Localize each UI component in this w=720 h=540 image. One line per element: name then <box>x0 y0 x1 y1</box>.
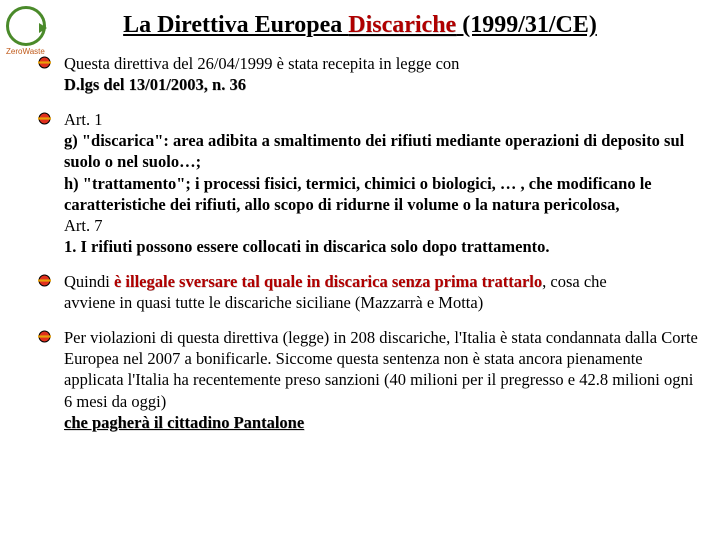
item3-tail1: , cosa che <box>542 272 607 291</box>
title-suffix: (1999/31/CE) <box>456 12 597 38</box>
item4-p2: che pagherà il cittadino Pantalone <box>64 413 304 432</box>
bullet-icon <box>38 330 51 343</box>
bullet-icon <box>38 112 51 125</box>
item1-line1: Questa direttiva del 26/04/1999 è stata … <box>64 54 459 73</box>
item3-tail2: avviene in quasi tutte le discariche sic… <box>64 293 483 312</box>
title-prefix: La Direttiva Europea <box>123 12 348 38</box>
bullet-item-3: Quindi è illegale sversare tal quale in … <box>64 271 700 313</box>
content-area: Questa direttiva del 26/04/1999 è stata … <box>0 39 720 433</box>
item3-lead: Quindi <box>64 272 114 291</box>
logo-label: ZeroWaste <box>6 47 54 56</box>
item4-p1: Per violazioni di questa direttiva (legg… <box>64 328 698 410</box>
logo: ZeroWaste <box>6 6 54 54</box>
item3-illegal: è illegale sversare tal quale in discari… <box>114 272 542 291</box>
item2-art1: Art. 1 <box>64 110 103 129</box>
item2-g: g) "discarica": area adibita a smaltimen… <box>64 131 684 171</box>
item1-dlgs: D.lgs del 13/01/2003, n. 36 <box>64 75 246 94</box>
title-highlight: Discariche <box>348 12 456 38</box>
bullet-item-1: Questa direttiva del 26/04/1999 è stata … <box>64 53 700 95</box>
bullet-item-2: Art. 1 g) "discarica": area adibita a sm… <box>64 109 700 257</box>
item2-art7: Art. 7 <box>64 216 103 235</box>
item2-p1: 1. I rifiuti possono essere collocati in… <box>64 237 550 256</box>
bullet-item-4: Per violazioni di questa direttiva (legg… <box>64 327 700 433</box>
slide-title: La Direttiva Europea Discariche (1999/31… <box>0 0 720 39</box>
bullet-icon <box>38 274 51 287</box>
bullet-icon <box>38 56 51 69</box>
item2-h: h) "trattamento"; i processi fisici, ter… <box>64 174 652 214</box>
